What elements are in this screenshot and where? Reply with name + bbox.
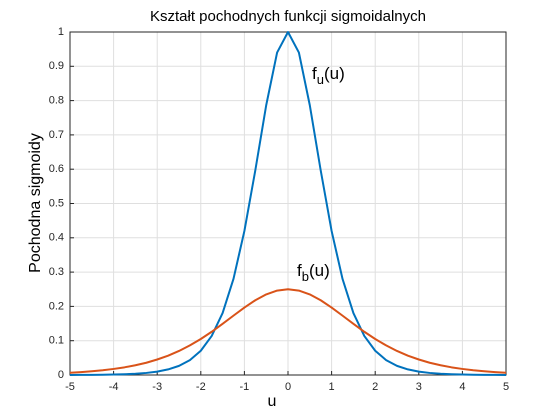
y-tick-label: 0.9 <box>49 60 64 72</box>
y-tick-label: 0 <box>58 369 64 381</box>
y-tick-label: 0.6 <box>49 163 64 175</box>
y-tick-label: 0.3 <box>49 266 64 278</box>
y-tick-label: 0.2 <box>49 300 64 312</box>
annotation-base: f <box>312 64 317 83</box>
x-tick-label: -1 <box>240 381 250 393</box>
annotation-subscript: b <box>302 269 309 284</box>
annotation-suffix: (u) <box>324 64 345 83</box>
annotation-suffix: (u) <box>309 261 330 280</box>
x-tick-label: -2 <box>196 381 206 393</box>
x-tick-label: 2 <box>372 381 378 393</box>
line-series <box>69 288 507 374</box>
x-tick-label: -3 <box>152 381 162 393</box>
annotation: fb(u) <box>297 261 330 284</box>
x-tick-label: -4 <box>109 381 119 393</box>
x-tick-label: 5 <box>503 381 509 393</box>
y-tick-label: 0.7 <box>49 129 64 141</box>
x-tick-label: 4 <box>459 381 465 393</box>
x-axis-label: u <box>268 393 277 410</box>
y-tick-label: 0.8 <box>49 95 64 107</box>
line-series <box>69 31 507 376</box>
y-tick-label: 0.4 <box>49 232 64 244</box>
x-tick-label: 3 <box>416 381 422 393</box>
y-tick-label: 0.5 <box>49 197 64 209</box>
y-tick-label: 0.1 <box>49 335 64 347</box>
x-tick-label: 0 <box>285 381 291 393</box>
x-tick-label: 1 <box>329 381 335 393</box>
annotation-base: f <box>297 261 302 280</box>
y-tick-label: 1 <box>58 26 64 38</box>
annotation-subscript: u <box>317 72 324 87</box>
annotation: fu(u) <box>312 64 345 87</box>
chart-title: Kształt pochodnych funkcji sigmoidalnych <box>150 8 426 25</box>
y-axis-label: Pochodna sigmoidy <box>27 133 44 273</box>
x-tick-label: -5 <box>65 381 75 393</box>
